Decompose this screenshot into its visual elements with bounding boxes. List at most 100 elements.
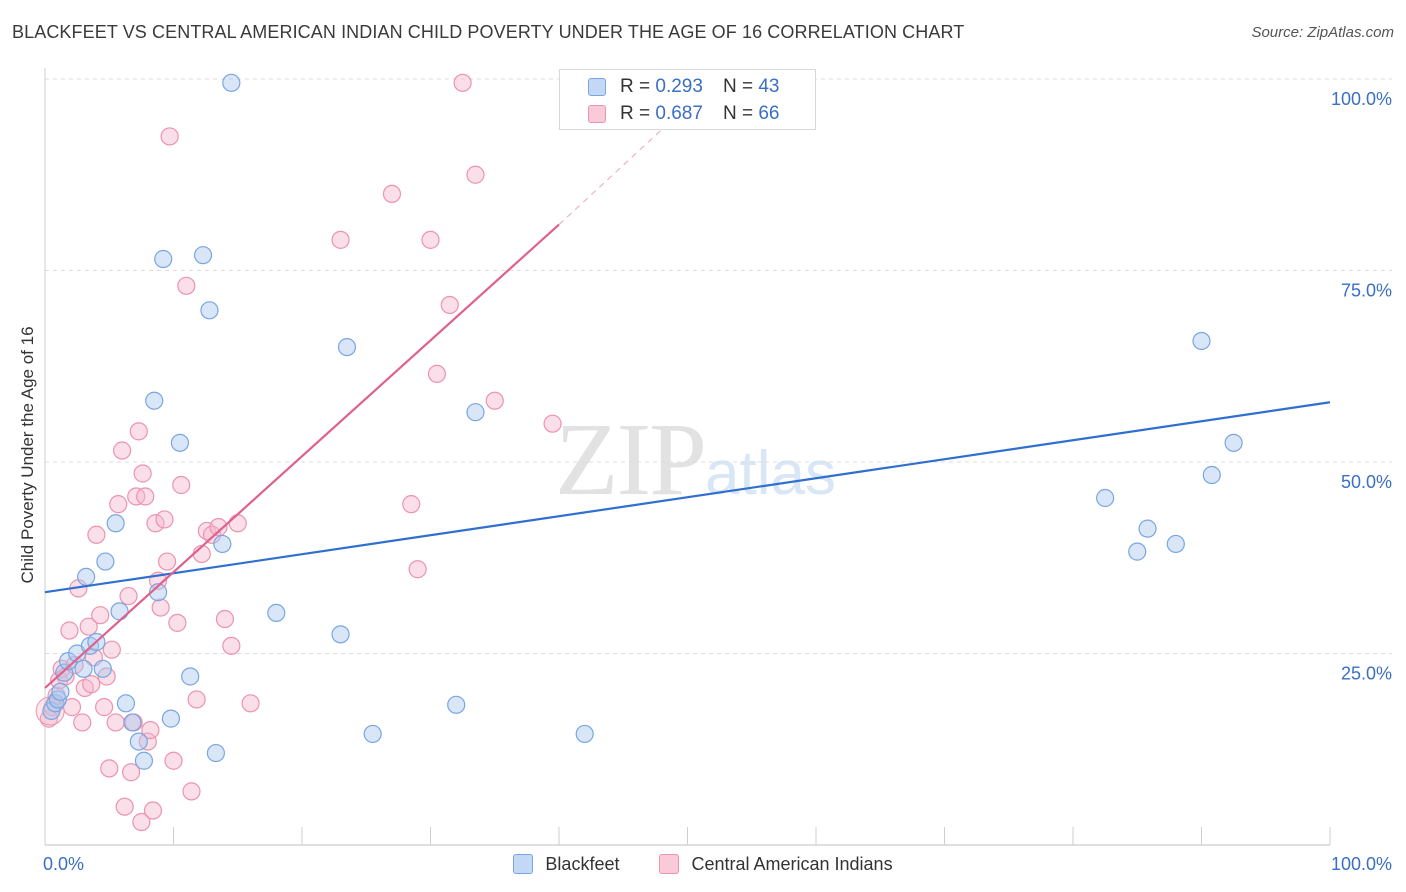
point-blackfeet-10 (93, 659, 112, 678)
point-blackfeet-21 (154, 249, 173, 269)
point-blackfeet-16 (123, 713, 142, 732)
point-central-american-indians-45 (177, 276, 196, 295)
point-central-american-indians-56 (331, 230, 350, 249)
point-central-american-indians-30 (132, 812, 151, 832)
series-blackfeet-points (42, 73, 1243, 770)
point-blackfeet-11 (77, 567, 96, 587)
point-central-american-indians-23 (112, 441, 132, 460)
point-central-american-indians-22 (109, 495, 128, 514)
y-tick-label-50: 50.0% (1341, 472, 1392, 492)
point-central-american-indians-20 (102, 640, 121, 659)
point-blackfeet-39 (1138, 519, 1157, 538)
axes (44, 68, 1331, 846)
tick-labels: 25.0% 50.0% 75.0% 100.0% 0.0% 100.0% (43, 89, 1392, 874)
point-blackfeet-4 (55, 663, 74, 682)
legend-n-value-blackfeet: 43 (758, 76, 780, 97)
point-central-american-indians-47 (187, 690, 206, 709)
point-central-american-indians-61 (427, 364, 447, 384)
trend-lines (44, 105, 1331, 689)
legend-swatch-blackfeet (588, 78, 606, 96)
point-blackfeet-25 (193, 246, 213, 265)
point-central-american-indians-42 (164, 751, 183, 770)
point-blackfeet-12 (96, 552, 115, 571)
series-legend-central-american-indians: Central American Indians (659, 853, 893, 875)
point-blackfeet-34 (447, 695, 466, 714)
point-blackfeet-32 (337, 338, 357, 357)
point-blackfeet-22 (161, 709, 181, 728)
point-central-american-indians-29 (129, 422, 148, 441)
point-central-american-indians-65 (485, 391, 504, 410)
point-blackfeet-43 (1224, 433, 1243, 452)
point-blackfeet-3 (51, 682, 70, 701)
series-legend-label-central-american-indians: Central American Indians (691, 853, 893, 874)
point-blackfeet-7 (74, 659, 93, 678)
point-central-american-indians-21 (106, 713, 125, 732)
point-blackfeet-33 (363, 724, 382, 744)
legend-n-value-central-american-indians: 66 (758, 103, 780, 124)
point-blackfeet-29 (222, 73, 241, 92)
correlation-legend: R = 0.293 N = 43 R = 0.687 N = 66 (559, 69, 816, 130)
point-central-american-indians-15 (87, 525, 106, 544)
point-central-american-indians-25 (119, 586, 138, 606)
chart-title: BLACKFEET VS CENTRAL AMERICAN INDIAN CHI… (12, 22, 965, 42)
point-central-american-indians-63 (453, 73, 472, 92)
point-central-american-indians-31 (133, 464, 152, 483)
point-central-american-indians-38 (151, 598, 170, 617)
point-central-american-indians-6 (60, 621, 79, 640)
x-tick-label-0: 0.0% (43, 854, 84, 874)
legend-r-value-central-american-indians: 0.687 (655, 103, 703, 124)
grid-lines (45, 78, 1392, 654)
point-central-american-indians-53 (222, 636, 241, 655)
point-central-american-indians-51 (209, 518, 228, 537)
y-tick-label-25: 25.0% (1341, 664, 1392, 684)
point-central-american-indians-62 (440, 295, 459, 315)
point-central-american-indians-16 (91, 606, 110, 625)
legend-r-label: R = (620, 76, 651, 97)
point-central-american-indians-36 (146, 514, 165, 533)
series-legend-swatch-blackfeet (513, 854, 534, 874)
point-blackfeet-14 (110, 602, 129, 621)
y-axis-label: Child Poverty Under the Age of 16 (18, 326, 37, 584)
point-blackfeet-27 (206, 743, 226, 763)
point-central-american-indians-39 (155, 510, 174, 529)
point-central-american-indians-55 (241, 694, 260, 713)
legend-n-label: N = (722, 76, 754, 97)
point-central-american-indians-64 (466, 165, 485, 184)
point-central-american-indians-24 (115, 797, 134, 816)
point-blackfeet-23 (170, 433, 190, 452)
series-central-american-indians-points (35, 73, 562, 832)
point-blackfeet-31 (331, 625, 350, 644)
x-tick-label-100: 100.0% (1331, 854, 1392, 874)
series-legend-blackfeet: Blackfeet (513, 854, 619, 875)
chart-source: Source: ZipAtlas.com (1251, 24, 1394, 41)
point-central-american-indians-66 (543, 414, 562, 433)
point-blackfeet-37 (1096, 488, 1115, 508)
legend-row-blackfeet: R = 0.293 N = 43 (588, 75, 779, 99)
point-blackfeet-28 (213, 534, 232, 554)
point-central-american-indians-32 (136, 487, 155, 506)
watermark-atlas: atlas (705, 439, 836, 508)
series-legend-swatch-central-american-indians (659, 854, 680, 874)
point-blackfeet-19 (145, 391, 164, 410)
point-blackfeet-15 (116, 694, 136, 713)
point-blackfeet-40 (1166, 534, 1185, 554)
point-blackfeet-35 (466, 403, 485, 422)
trend-line-central-american-indians (44, 223, 560, 689)
point-central-american-indians-41 (160, 127, 179, 146)
point-central-american-indians-52 (215, 609, 234, 629)
point-blackfeet-17 (129, 732, 148, 751)
point-central-american-indians-43 (168, 613, 187, 632)
point-central-american-indians-54 (228, 514, 247, 533)
point-blackfeet-42 (1202, 465, 1221, 485)
point-central-american-indians-44 (172, 475, 191, 495)
point-central-american-indians-35 (143, 801, 163, 820)
legend-r-label: R = (620, 103, 651, 124)
point-central-american-indians-40 (157, 552, 177, 571)
legend-n-label: N = (722, 103, 754, 124)
point-blackfeet-38 (1128, 542, 1147, 561)
legend-swatch-central-american-indians (588, 105, 606, 123)
point-central-american-indians-57 (382, 184, 402, 203)
point-blackfeet-30 (267, 603, 286, 623)
legend-r-value-blackfeet: 0.293 (655, 76, 703, 97)
